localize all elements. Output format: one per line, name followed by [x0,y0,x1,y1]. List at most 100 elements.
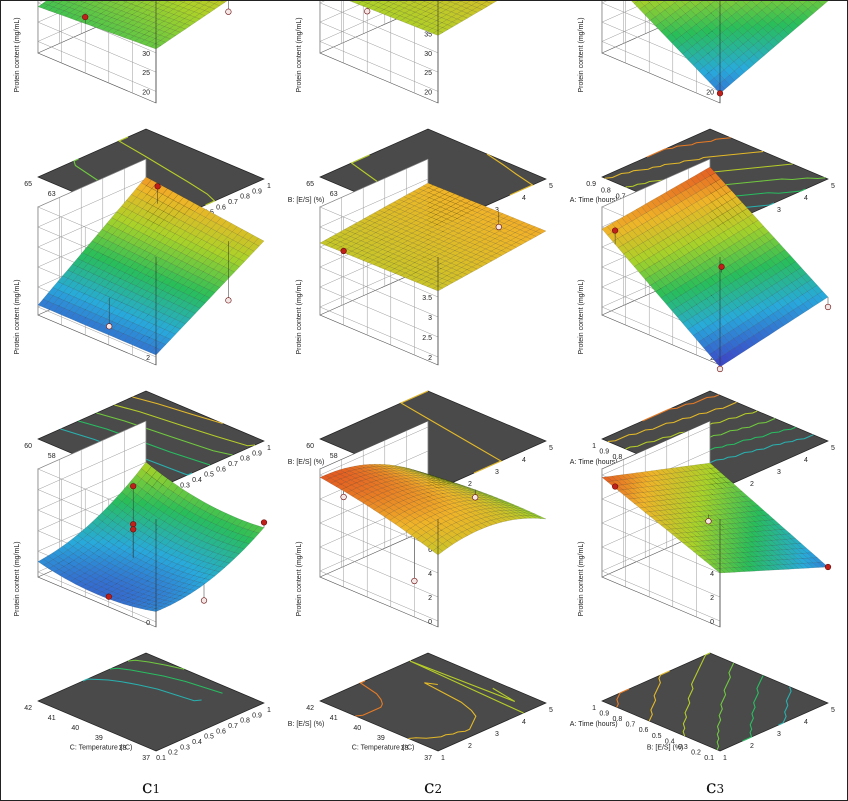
surface-cell [748,54,760,65]
x-tick-label: 3 [777,469,781,476]
x-tick-label: 0.2 [168,750,178,757]
surface-cell [94,1,104,4]
surface-cell [128,35,140,42]
surface-cell [206,1,211,2]
surface-cell [747,35,759,46]
surface-cell [711,27,723,37]
x-axis-label: B: [E/S] (%) [288,721,325,728]
x-axis-label: B: [E/S] (%) [288,197,325,204]
surface-cell [410,1,417,3]
z-tick-label: 2 [428,595,432,602]
surface-cell [48,303,60,313]
surface-cell [141,1,153,5]
surface-cell [174,219,186,229]
y-tick-label: 37 [142,755,150,762]
contour-line [96,412,233,456]
surface-cell [484,1,489,2]
surface-cell [153,225,165,235]
surface-cell [199,208,211,218]
x-tick-label: 0.3 [180,482,190,489]
design-point [472,494,479,501]
surface-cell [419,6,431,12]
x-tick-label: 0.8 [240,194,250,201]
x-tick-label: 4 [804,719,808,726]
y-tick-label: 42 [24,705,32,712]
panel-label-letter: c [706,776,717,798]
surface-cell [84,4,96,10]
surface-cell [179,23,191,30]
surface-cell [647,1,652,3]
x-axis-label: A: Time (hours) [570,459,618,466]
surface-cell [417,185,429,191]
surface-cell [672,1,678,4]
x-tick-label: 1 [441,755,445,762]
surface-cell [345,236,357,242]
surface-cell [465,257,477,263]
surface-cell [490,243,502,249]
surface-cell [520,236,532,243]
surface-cell [80,317,92,326]
surface-cell [194,13,206,20]
x-tick-label: 0.9 [252,188,262,195]
wall-gridline [37,1,157,73]
surface-cell [648,254,660,265]
surface-cell [415,274,427,280]
y-tick-label: 63 [330,191,338,198]
response-surface [37,176,265,356]
surface-cell [189,16,201,23]
z-tick-label: 4 [710,571,714,578]
surface-cell [349,228,361,234]
design-point [340,247,347,255]
x-tick-label: 0.4 [192,739,202,746]
surface-cell [437,27,449,33]
x-tick-label: 4 [804,195,808,202]
panel-a1: 202530354045Protein content (mg/mL)0.10.… [14,1,324,274]
y-tick-label: 39 [95,735,103,742]
surface-cell [665,24,677,34]
x-tick-label: 3 [495,731,499,738]
surface-cell [707,49,719,60]
surface-cell [178,205,190,215]
design-point [364,8,371,15]
z-tick-label: 30 [142,51,150,58]
surface-cell [780,258,792,268]
surface-cell [193,2,205,9]
design-point [154,183,161,190]
z-axis-label: Protein content (mg/mL) [296,279,303,354]
y-tick-label: 0.7 [616,194,626,201]
design-point [824,563,832,571]
design-point [225,8,232,15]
surface-cell [802,8,814,19]
surface-cell [189,305,201,314]
surface-cell [476,261,488,267]
y-tick-label: 58 [48,453,56,460]
surface-cell [797,12,809,23]
y-tick-label: 0.1 [704,755,714,762]
surface-cell [195,222,207,232]
surface-cell [101,318,113,328]
x-tick-label: 3 [495,469,499,476]
surface-cell [686,36,698,47]
surface-cell [669,2,681,13]
surface-cell [162,1,174,8]
response-surface [631,1,829,94]
z-tick-label: 3.5 [422,295,432,302]
surface-cell [469,239,481,245]
x-tick-label: 2 [750,743,754,750]
surface-cell [204,289,216,299]
surface-cell [705,3,717,14]
y-tick-label: 1 [592,443,596,450]
surface-cell [209,3,221,10]
y-tick-label: 0.6 [639,727,649,734]
surface-cell [158,15,170,22]
surface-cell [201,241,213,251]
x-tick-label: 3 [495,207,499,214]
surface-cell [698,1,703,3]
surface-cell [144,41,156,48]
surface-cell [421,281,433,287]
surface-cell [383,256,395,262]
surface-cell [812,1,824,10]
panel-label-number: 3 [717,782,725,796]
design-point [612,227,619,234]
surface-cell [402,240,414,246]
